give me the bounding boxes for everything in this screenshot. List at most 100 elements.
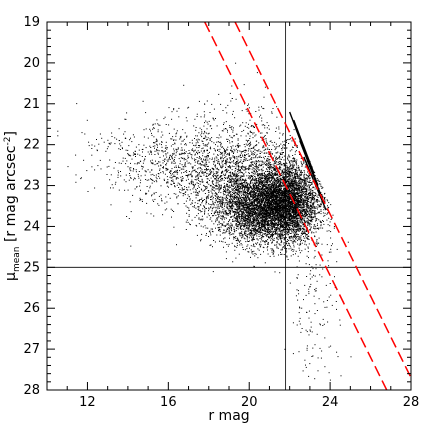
- data-point: [247, 196, 249, 198]
- data-point: [195, 188, 197, 190]
- data-point: [273, 230, 275, 232]
- data-point: [272, 181, 274, 183]
- data-point: [303, 183, 305, 184]
- data-point: [252, 189, 254, 191]
- data-point: [258, 206, 260, 208]
- data-point: [236, 194, 238, 196]
- data-point: [274, 199, 276, 201]
- data-point: [212, 228, 213, 230]
- data-point: [265, 229, 267, 230]
- data-point: [213, 173, 215, 174]
- data-point: [223, 189, 225, 191]
- data-point: [271, 205, 273, 207]
- data-point: [272, 214, 274, 216]
- data-point: [233, 211, 235, 212]
- data-point: [308, 213, 310, 215]
- data-point: [246, 185, 248, 187]
- data-point: [235, 189, 237, 191]
- data-point: [266, 194, 268, 196]
- data-point: [274, 220, 276, 221]
- data-point: [258, 225, 260, 227]
- data-point: [314, 210, 316, 212]
- data-point: [296, 199, 298, 201]
- data-point: [239, 227, 241, 229]
- data-point: [317, 208, 318, 210]
- data-point: [248, 214, 250, 215]
- data-point: [206, 233, 207, 235]
- data-point: [251, 171, 253, 173]
- data-point: [243, 226, 245, 228]
- data-point: [209, 244, 211, 246]
- data-point: [256, 230, 258, 232]
- data-point: [245, 171, 247, 173]
- data-point: [254, 217, 256, 219]
- data-point: [260, 192, 262, 194]
- data-point: [265, 227, 266, 229]
- data-point: [266, 211, 267, 212]
- data-point: [204, 213, 205, 215]
- data-point: [235, 174, 237, 176]
- data-point: [314, 171, 316, 173]
- data-point: [260, 178, 261, 180]
- data-point: [270, 194, 272, 196]
- data-point: [239, 204, 240, 206]
- data-point: [234, 174, 236, 176]
- data-point: [275, 157, 277, 159]
- data-point: [308, 187, 310, 188]
- data-point: [261, 214, 263, 216]
- data-point: [264, 205, 266, 207]
- data-point: [307, 171, 308, 173]
- data-point: [276, 241, 278, 242]
- data-point: [242, 211, 244, 213]
- data-point: [313, 232, 315, 234]
- data-point: [287, 203, 289, 205]
- data-point: [203, 189, 205, 191]
- data-point: [253, 161, 255, 163]
- data-point: [221, 207, 223, 209]
- data-point: [248, 207, 250, 209]
- data-point: [247, 212, 249, 214]
- data-point: [301, 199, 303, 201]
- data-point: [242, 212, 244, 214]
- data-point: [255, 217, 257, 219]
- data-point: [274, 168, 276, 170]
- data-point: [304, 215, 306, 217]
- data-point: [231, 210, 233, 212]
- data-point: [292, 248, 294, 250]
- data-point: [247, 187, 248, 189]
- data-point: [299, 239, 301, 241]
- data-point: [303, 207, 305, 208]
- data-point: [252, 253, 254, 255]
- data-point: [249, 240, 250, 242]
- data-point: [226, 223, 228, 225]
- data-point: [215, 209, 217, 211]
- data-point: [256, 204, 258, 206]
- data-point: [314, 212, 316, 214]
- data-point: [299, 229, 301, 231]
- data-point: [260, 233, 261, 235]
- data-point: [249, 206, 251, 208]
- data-point: [289, 226, 291, 228]
- data-point: [296, 217, 298, 219]
- data-point: [264, 222, 266, 223]
- data-point: [212, 246, 213, 248]
- data-point: [249, 213, 251, 215]
- data-point: [303, 230, 305, 232]
- data-point: [296, 225, 298, 227]
- data-point: [292, 239, 294, 241]
- data-point: [270, 222, 272, 224]
- data-point: [225, 212, 227, 214]
- data-point: [238, 239, 240, 241]
- data-point: [312, 212, 314, 214]
- data-point: [245, 200, 247, 202]
- data-point: [243, 201, 245, 203]
- data-point: [310, 197, 312, 199]
- data-point: [260, 194, 262, 196]
- data-point: [294, 159, 296, 161]
- data-point: [263, 251, 264, 253]
- data-point: [263, 211, 265, 213]
- data-point: [248, 209, 250, 211]
- data-point: [235, 257, 237, 259]
- data-point: [265, 240, 266, 242]
- data-point: [228, 201, 230, 203]
